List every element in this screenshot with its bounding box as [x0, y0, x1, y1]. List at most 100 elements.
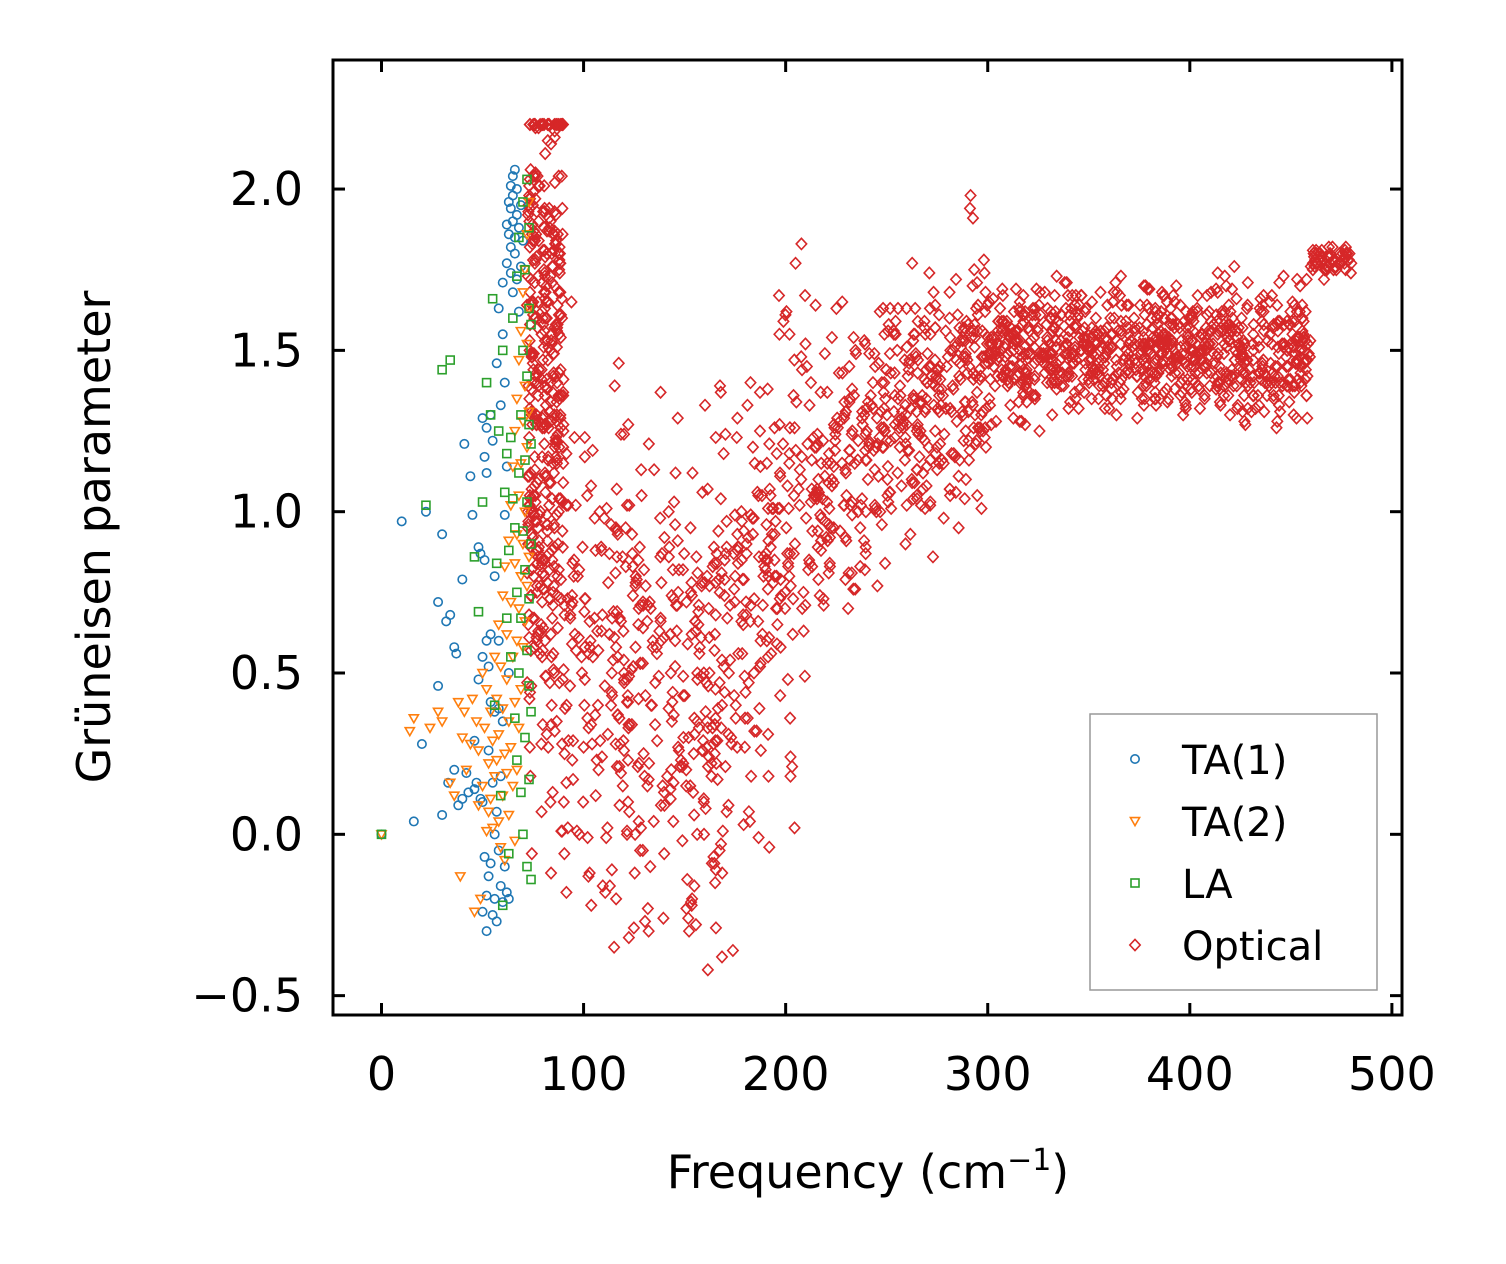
data-point	[817, 598, 830, 613]
y-tick-label: −0.5	[191, 969, 303, 1023]
data-point	[499, 509, 510, 520]
data-point	[1024, 333, 1038, 348]
data-point	[516, 787, 526, 798]
data-point	[753, 701, 766, 716]
data-point	[560, 498, 573, 513]
data-point	[958, 333, 972, 348]
data-point	[566, 556, 579, 571]
data-point	[568, 430, 581, 445]
data-point	[887, 327, 901, 342]
data-point	[578, 698, 591, 713]
data-point	[863, 346, 876, 361]
data-point	[622, 721, 635, 735]
data-point	[919, 327, 932, 342]
data-point	[536, 643, 550, 658]
data-point	[953, 453, 966, 467]
data-point	[996, 288, 1010, 303]
data-point	[770, 569, 783, 583]
data-point	[1108, 369, 1121, 383]
data-point	[627, 921, 641, 935]
data-point	[524, 594, 534, 604]
data-point	[617, 672, 631, 687]
data-point	[864, 388, 878, 403]
data-point	[507, 171, 518, 182]
data-point	[530, 579, 544, 593]
data-point	[681, 637, 694, 651]
data-point	[620, 824, 634, 838]
data-point	[690, 550, 703, 564]
data-point	[577, 740, 590, 754]
data-point	[494, 843, 507, 854]
data-point	[975, 501, 988, 516]
data-point	[682, 924, 696, 938]
data-point	[780, 546, 794, 561]
data-point	[525, 346, 539, 361]
data-point	[1326, 240, 1339, 254]
data-point	[1265, 337, 1279, 351]
data-point	[1294, 375, 1307, 390]
data-point	[793, 498, 806, 513]
data-point	[781, 556, 795, 571]
data-point	[1271, 414, 1284, 429]
data-point	[847, 388, 861, 403]
data-point	[665, 714, 679, 729]
data-point	[1251, 388, 1265, 403]
data-point	[700, 714, 714, 729]
data-point	[835, 456, 849, 471]
data-point	[1114, 337, 1127, 351]
data-point	[718, 553, 731, 567]
data-point	[578, 604, 591, 619]
data-point	[677, 546, 691, 561]
data-point	[1015, 356, 1029, 371]
data-point	[857, 333, 871, 348]
data-point	[497, 345, 508, 356]
data-point	[884, 501, 898, 516]
data-point	[526, 539, 536, 549]
data-point	[677, 730, 690, 745]
y-tick-labels: −0.5 0.0 0.5 1.0 1.5 2.0	[191, 162, 303, 1023]
data-point	[1255, 314, 1269, 329]
data-point	[544, 269, 557, 283]
data-point	[757, 569, 770, 583]
data-point	[609, 521, 623, 535]
data-point	[557, 795, 571, 809]
data-point	[708, 746, 722, 761]
data-point	[788, 821, 801, 835]
data-point	[763, 482, 776, 496]
data-point	[810, 482, 824, 496]
data-point	[705, 769, 718, 784]
data-point	[1079, 356, 1092, 371]
data-point	[1271, 324, 1285, 338]
data-point	[524, 769, 537, 784]
data-point	[1072, 401, 1085, 416]
data-point	[723, 653, 737, 667]
data-point	[877, 385, 890, 400]
data-point	[520, 455, 530, 465]
data-point	[641, 779, 654, 793]
data-point	[1252, 340, 1266, 354]
data-point	[719, 759, 732, 774]
data-point	[1028, 356, 1041, 371]
data-point	[1040, 317, 1053, 332]
data-point	[510, 765, 523, 777]
data-point	[485, 629, 496, 640]
data-point	[668, 659, 682, 674]
data-point	[747, 592, 761, 606]
data-point	[1130, 411, 1144, 425]
data-point	[526, 874, 536, 885]
data-point	[550, 340, 564, 354]
data-point	[473, 674, 484, 685]
data-point	[642, 756, 656, 771]
data-point	[1210, 369, 1224, 383]
data-point	[553, 246, 567, 261]
data-point	[769, 514, 782, 529]
data-point	[1270, 421, 1283, 435]
data-point	[1259, 369, 1272, 383]
data-point	[855, 411, 869, 425]
data-point	[725, 737, 738, 751]
data-point	[914, 498, 928, 513]
data-point	[947, 382, 960, 396]
data-point	[822, 566, 835, 580]
data-point	[1338, 243, 1352, 258]
data-point	[1143, 282, 1156, 296]
